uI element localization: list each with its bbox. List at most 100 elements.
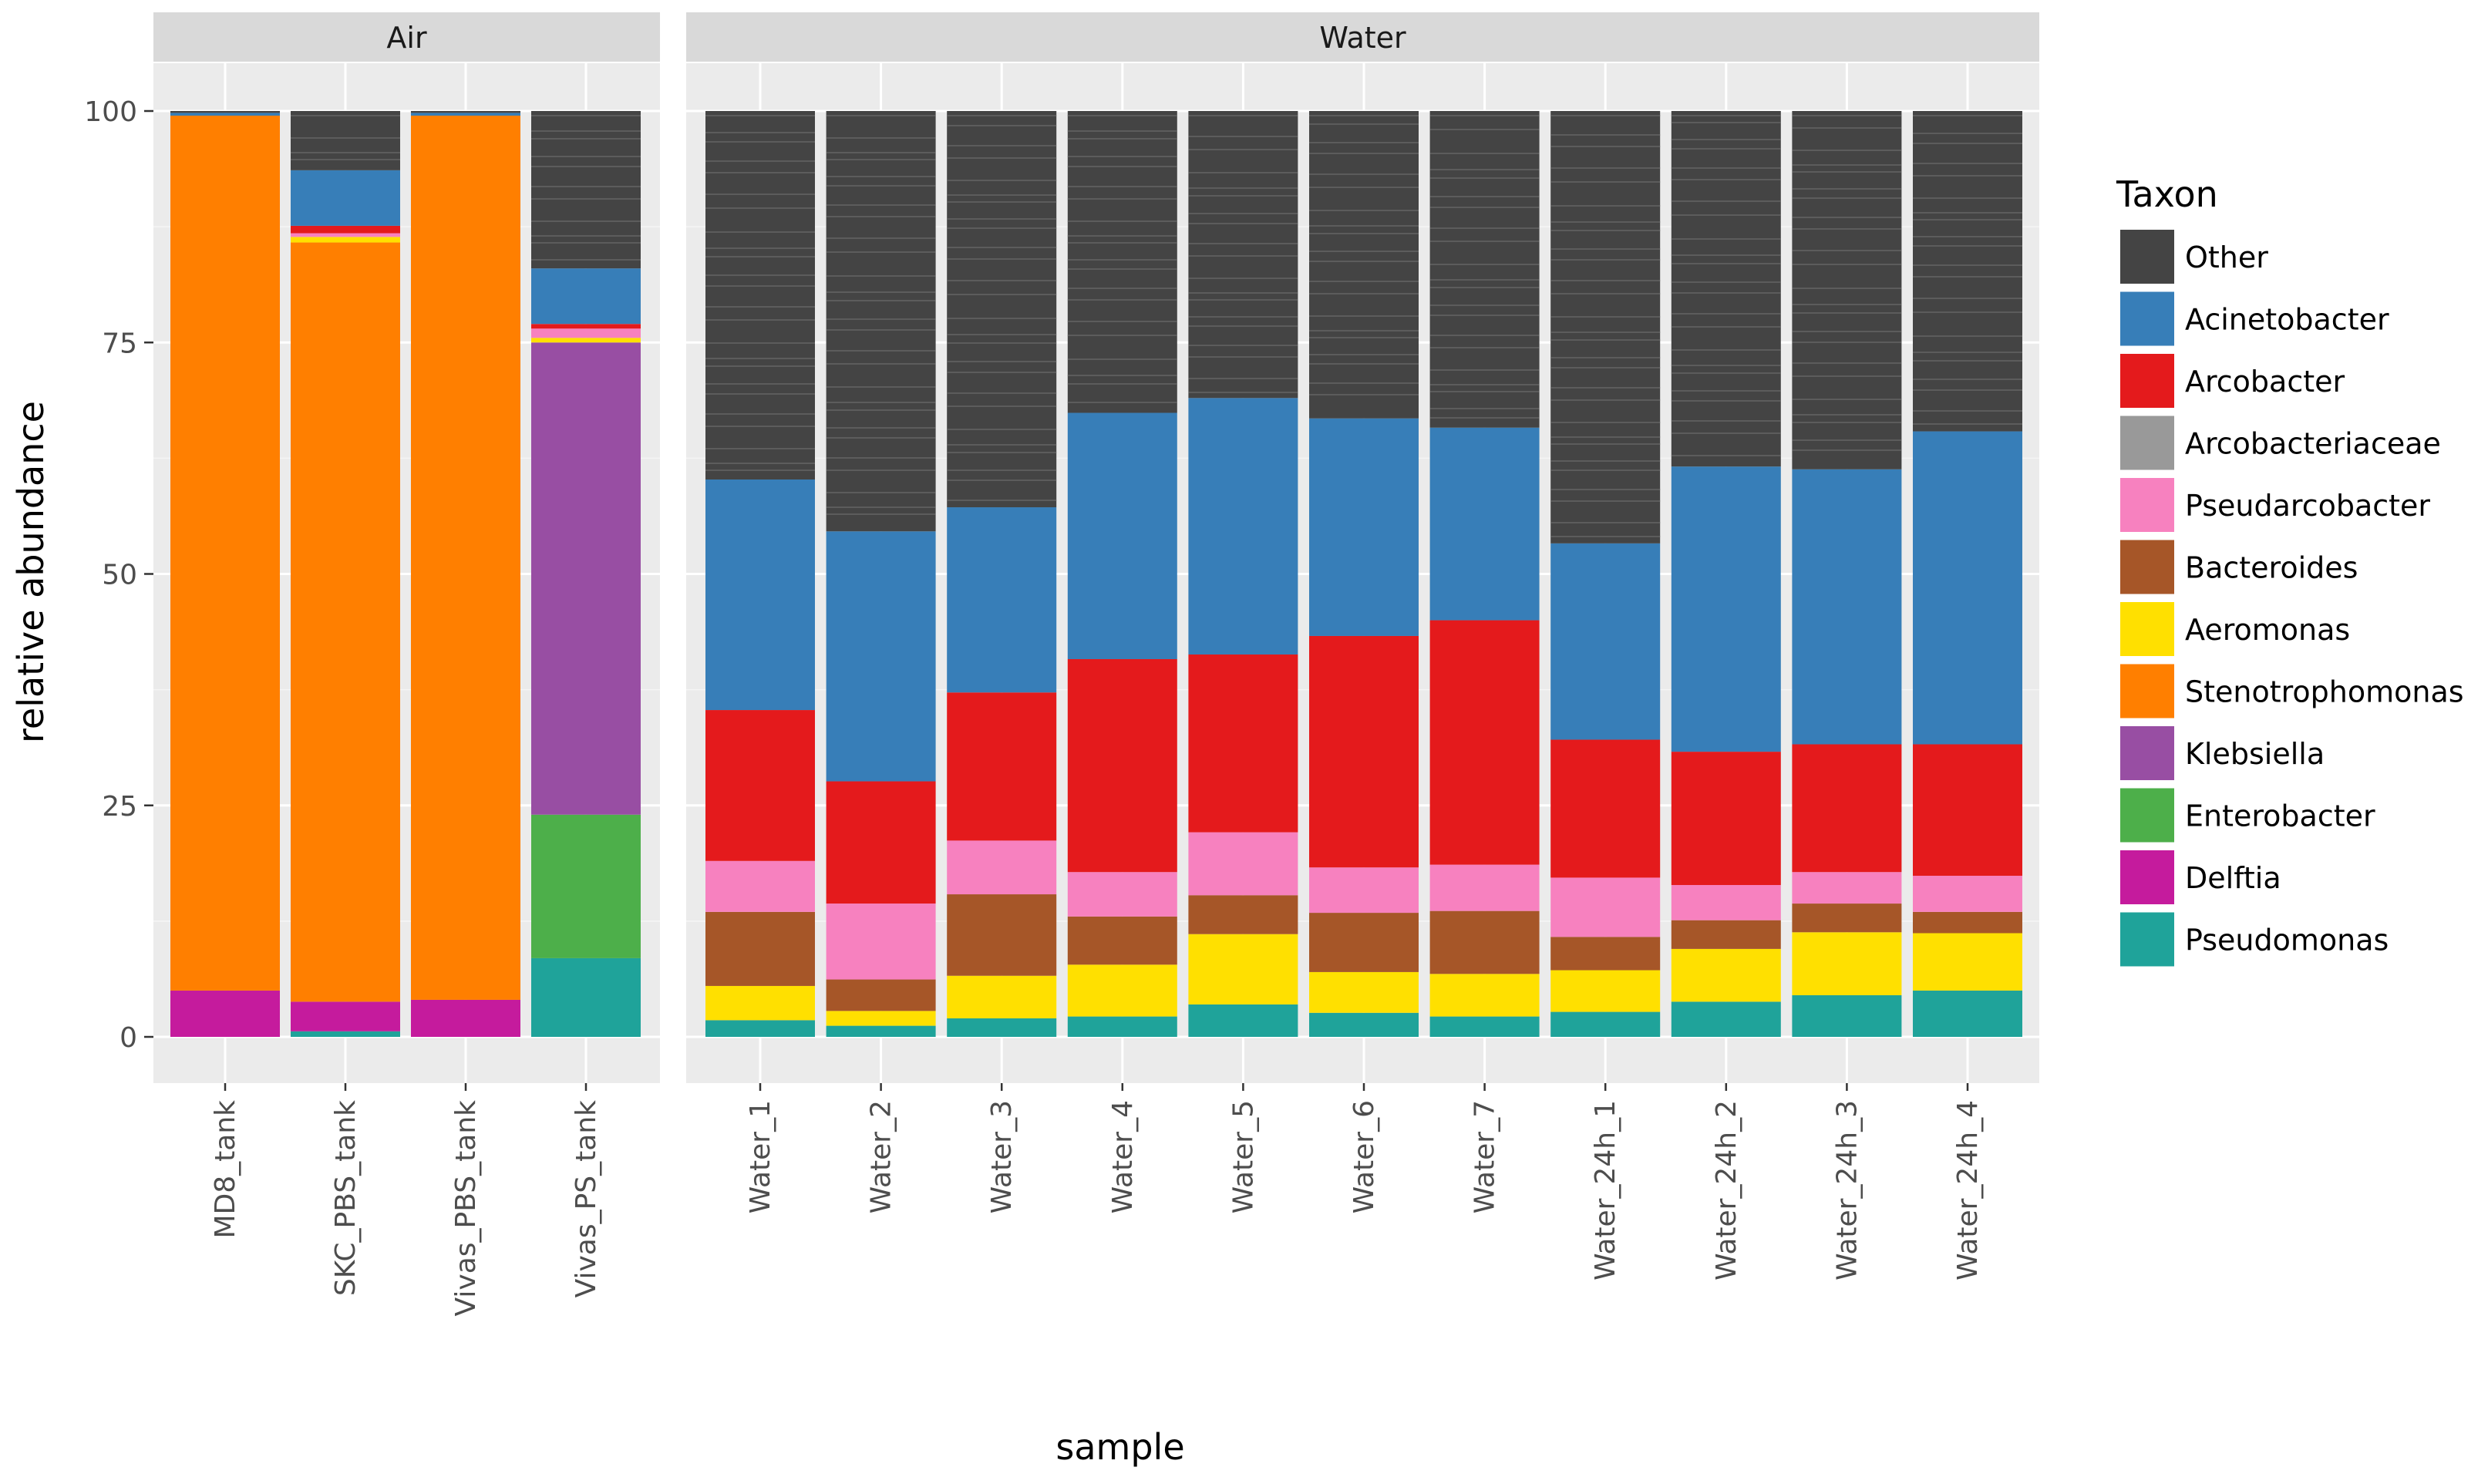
facet-strip-label: Air [386,21,427,55]
bar-segment-other [1188,111,1298,399]
bar-segment-aeromonas [1429,974,1540,1017]
bar-segment-pseudarcobacter [1792,872,1902,904]
bar-segment-bacteroides [1188,895,1298,934]
x-tick-label: Water_24h_1 [1590,1100,1621,1280]
bar-segment-pseudomonas [826,1025,936,1037]
bar-segment-pseudarcobacter [1429,864,1540,911]
bar-MD8_tank [170,111,280,1037]
x-tick-label: SKC_PBS_tank [330,1100,362,1296]
bar-Water_24h_3 [1792,111,1902,1037]
bar-segment-other [1309,111,1419,419]
bar-segment-aeromonas [1188,934,1298,1004]
bar-segment-pseudomonas [531,957,641,1037]
bar-segment-aeromonas [291,237,400,243]
bar-Water_2 [826,111,936,1037]
bar-segment-aeromonas [826,1011,936,1026]
bar-segment-pseudomonas [947,1018,1057,1037]
bar-segment-other [947,111,1057,508]
bar-segment-arcobacter [705,710,815,861]
bar-segment-acinetobacter [705,479,815,711]
x-tick-label: Water_2 [866,1100,897,1213]
legend-label: Klebsiella [2185,737,2325,771]
bar-segment-stenotrophomonas [411,116,520,1000]
bar-segment-pseudarcobacter [1188,832,1298,896]
x-tick-label: Water_5 [1227,1100,1259,1213]
legend-items: Other Acinetobacter Arcobacter Arcobacteria… [2120,230,2464,967]
bar-Water_24h_4 [1913,111,2022,1037]
bar-SKC_PBS_tank [291,111,400,1037]
legend-label: Acinetobacter [2185,303,2389,337]
bar-Water_7 [1429,111,1540,1037]
x-tick-label: Water_24h_2 [1711,1100,1742,1280]
x-tick-label: Vivas_PS_tank [571,1100,602,1298]
bar-segment-acinetobacter [1188,398,1298,655]
bar-segment-pseudomonas [1671,1001,1781,1037]
bar-segment-pseudarcobacter [1550,877,1661,937]
bar-segment-arcobacter [1913,744,2022,877]
facet-panel-water: Water Water_1 Water_2 Water_3 Water_4 Water_5… [686,12,2039,1280]
bar-Vivas_PS_tank [531,111,641,1037]
x-tick-label: Water_7 [1470,1100,1501,1213]
facet-panel-air: Air MD8_tank SKC_PBS_tank Vivas_PBS_tank Viv… [153,12,660,1316]
bar-segment-bacteroides [1792,904,1902,933]
bar-Water_6 [1309,111,1419,1037]
bar-segment-aeromonas [1067,964,1177,1017]
bar-segment-aeromonas [947,975,1057,1018]
legend-item-acinetobacter: Acinetobacter [2120,291,2389,346]
bar-segment-acinetobacter [1671,466,1781,752]
bar-segment-other [1550,111,1661,543]
bar-segment-other [170,111,280,113]
facet-strip [153,12,660,62]
legend-item-stenotrophomonas: Stenotrophomonas [2120,664,2464,718]
x-tick-label: Water_4 [1107,1100,1139,1213]
facet-strip-label: Water [1319,21,1406,55]
bar-segment-acinetobacter [531,268,641,325]
bar-segment-aeromonas [1671,948,1781,1002]
x-tick-label: Water_6 [1348,1100,1380,1213]
legend-label: Arcobacteriaceae [2185,427,2441,461]
bar-segment-acinetobacter [1913,431,2022,745]
bar-segment-pseudomonas [1550,1011,1661,1037]
bar-segment-other [705,111,815,480]
y-tick-label: 75 [102,328,137,359]
x-tick-label: Vivas_PBS_tank [450,1100,482,1317]
bar-segment-pseudarcobacter [947,840,1057,895]
bar-segment-acinetobacter [826,531,936,782]
bar-segment-bacteroides [1550,937,1661,971]
legend-swatch [2120,291,2174,346]
legend-item-klebsiella: Klebsiella [2120,726,2325,780]
bar-segment-other [291,111,400,170]
bar-segment-acinetobacter [411,113,520,116]
bar-segment-other [1671,111,1781,467]
bar-segment-pseudarcobacter [1913,876,2022,912]
bar-segment-arcobacter [1550,739,1661,878]
bar-segment-arcobacter [1067,658,1177,873]
legend-swatch [2120,230,2174,284]
legend-swatch [2120,354,2174,408]
legend-swatch [2120,478,2174,532]
bar-segment-pseudomonas [1309,1012,1419,1037]
bar-segment-stenotrophomonas [170,116,280,991]
legend-label: Stenotrophomonas [2185,675,2464,709]
bar-segment-arcobacter [1188,654,1298,833]
x-tick-label: Water_24h_3 [1831,1100,1863,1280]
y-tick-label: 100 [84,96,137,128]
legend-item-delftia: Delftia [2120,850,2281,904]
bar-segment-pseudarcobacter [705,860,815,912]
legend-item-bacteroides: Bacteroides [2120,540,2358,594]
x-axis-title: sample [1055,1426,1184,1468]
legend-label: Enterobacter [2185,799,2375,833]
x-tick-label: Water_24h_4 [1952,1100,1984,1280]
legend-label: Pseudomonas [2185,924,2389,957]
bar-segment-aeromonas [1309,971,1419,1013]
bar-Water_4 [1067,111,1177,1037]
bar-segment-acinetobacter [170,113,280,116]
x-tick-label: Water_3 [986,1100,1018,1213]
x-tick-label: MD8_tank [210,1100,241,1239]
bar-segment-other [1429,111,1540,428]
bar-segment-other [1067,111,1177,413]
bar-segment-pseudarcobacter [1671,885,1781,920]
bar-segment-stenotrophomonas [291,242,400,1002]
y-tick-label: 50 [102,560,137,591]
bar-segment-acinetobacter [1429,427,1540,621]
